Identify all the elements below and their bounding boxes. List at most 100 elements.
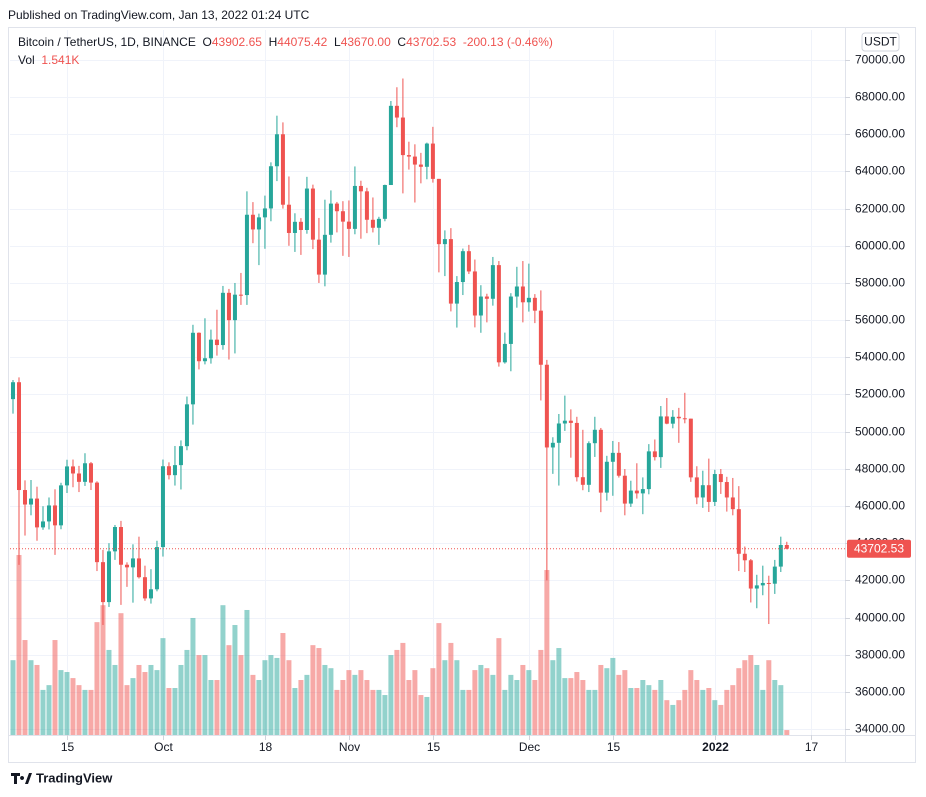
volume-bar [544, 570, 550, 735]
y-tick-label: 70000.00 [855, 53, 905, 67]
candle-body [304, 188, 309, 230]
volume-bar [442, 660, 448, 735]
y-tick-label: 64000.00 [855, 164, 905, 178]
candle-body [550, 442, 555, 448]
volume-bar [514, 680, 520, 735]
currency-button[interactable] [861, 32, 900, 52]
volume-bar [238, 655, 244, 735]
volume-bar [520, 664, 526, 735]
candle-body [70, 466, 75, 474]
candle-body [634, 490, 639, 494]
candle-body [418, 164, 423, 167]
volume-bar [694, 680, 700, 735]
candle-body [334, 203, 339, 212]
volume-bar [148, 664, 154, 735]
volume-bar [184, 649, 190, 735]
volume-bar [28, 660, 34, 735]
volume-bar [400, 642, 406, 735]
volume-bar [226, 645, 232, 735]
candle-body [454, 282, 459, 304]
volume-bar [718, 704, 724, 735]
candle-body [748, 560, 753, 589]
candle-body [328, 203, 333, 235]
candle-body [664, 416, 669, 424]
volume-bar [496, 638, 502, 735]
candle-body [256, 217, 261, 230]
volume-bar [616, 674, 622, 735]
volume-bar [460, 689, 466, 735]
volume-bar [628, 688, 634, 735]
volume-bar [268, 655, 274, 735]
candle-body [352, 185, 357, 229]
y-tick-label: 46000.00 [855, 499, 905, 513]
volume-bar [22, 640, 28, 735]
volume-bar [634, 688, 640, 735]
candle-body [706, 485, 711, 502]
volume-bar [748, 655, 754, 735]
y-tick-label: 48000.00 [855, 462, 905, 476]
volume-bar [556, 648, 562, 735]
candle-body [502, 343, 507, 363]
volume-bar [346, 670, 352, 735]
y-tick-label: 60000.00 [855, 239, 905, 253]
candle-body [658, 416, 663, 458]
candle-body [568, 420, 573, 423]
volume-bar [76, 685, 82, 735]
candle-body [556, 423, 561, 443]
volume-bar [586, 689, 592, 735]
x-tick-label: Nov [339, 740, 360, 754]
candle-body [52, 505, 57, 526]
candle-body [34, 498, 39, 528]
x-tick-label: Dec [519, 740, 540, 754]
volume-bar [706, 688, 712, 735]
candle-body [478, 296, 483, 316]
candle-body [388, 105, 393, 186]
volume-bar [676, 700, 682, 735]
candle-body [688, 418, 693, 478]
candle-body [280, 134, 285, 205]
volume-bar [610, 657, 616, 735]
candle-body [112, 527, 117, 552]
candle-body [190, 332, 195, 405]
y-tick-label: 42000.00 [855, 573, 905, 587]
candle-body [760, 582, 765, 586]
last-price-label: 43702.53 [854, 541, 904, 555]
volume-bar [754, 664, 760, 735]
candle-body [778, 544, 783, 567]
x-tick-label: 15 [427, 740, 441, 754]
candle-body [340, 211, 345, 222]
candle-body [754, 585, 759, 589]
candle-body [172, 465, 177, 476]
volume-bar [172, 688, 178, 735]
volume-bar [190, 617, 196, 735]
volume-bar [742, 660, 748, 735]
candle-body [184, 404, 189, 447]
candle-body [484, 296, 489, 299]
candle-body [148, 589, 153, 599]
candle-body [142, 577, 147, 599]
candle-body [346, 221, 351, 229]
volume-bar [280, 633, 286, 735]
ohlc-legend: Bitcoin / TetherUS, 1D, BINANCE O43902.6… [18, 35, 553, 49]
candle-body [124, 564, 129, 568]
candle-body [310, 188, 315, 240]
volume-bar [580, 680, 586, 735]
volume-key: Vol [18, 53, 35, 67]
volume-bar [784, 730, 790, 735]
x-tick-label: 18 [259, 740, 273, 754]
volume-bar [262, 660, 268, 735]
volume-bar [46, 685, 52, 735]
candle-body [460, 251, 465, 283]
candle-body [82, 463, 87, 482]
candle-body [424, 143, 429, 167]
y-tick-label: 50000.00 [855, 425, 905, 439]
candle-body [130, 558, 135, 568]
volume-bar [100, 605, 106, 735]
candle-body [40, 521, 45, 528]
candle-body [100, 562, 105, 603]
volume-bar [604, 668, 610, 735]
volume-bar [526, 670, 532, 735]
volume-bar [250, 674, 256, 735]
volume-layer [10, 555, 790, 735]
candle-body [208, 339, 213, 359]
